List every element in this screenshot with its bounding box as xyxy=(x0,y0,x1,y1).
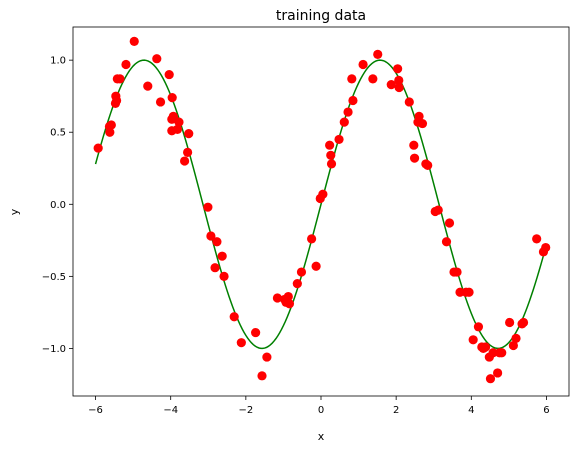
scatter-point xyxy=(183,147,193,157)
scatter-point xyxy=(358,59,368,70)
scatter-point xyxy=(212,237,222,247)
plot-area xyxy=(93,36,551,384)
scatter-point xyxy=(541,242,551,253)
scatter-point xyxy=(409,153,420,163)
scatter-point xyxy=(121,59,131,70)
scatter-point xyxy=(508,340,518,351)
scatter-point xyxy=(210,263,220,273)
x-tick-label: 0 xyxy=(318,405,324,416)
y-tick-label: −1.0 xyxy=(42,344,66,355)
scatter-point xyxy=(174,117,184,127)
scatter-point xyxy=(468,335,478,345)
scatter-point xyxy=(373,49,383,59)
scatter-point xyxy=(339,117,349,127)
scatter-point xyxy=(497,348,507,358)
scatter-point xyxy=(143,81,153,91)
scatter-point xyxy=(155,97,166,107)
x-tick-label: −6 xyxy=(88,405,103,416)
scatter-point xyxy=(219,271,229,281)
scatter-point xyxy=(93,143,103,153)
scatter-point xyxy=(229,312,239,322)
chart-title: training data xyxy=(276,8,366,24)
scatter-point xyxy=(347,74,357,84)
scatter-point xyxy=(283,291,293,302)
scatter-point xyxy=(423,160,433,170)
scatter-point xyxy=(414,111,424,121)
x-tick-label: 6 xyxy=(543,405,549,416)
scatter-point xyxy=(326,150,336,160)
scatter-point xyxy=(433,205,443,215)
scatter-point xyxy=(441,237,452,247)
scatter-point xyxy=(404,97,414,107)
scatter-point xyxy=(393,64,403,74)
x-axis-label: x xyxy=(318,430,325,443)
scatter-point xyxy=(409,140,419,150)
x-tick-label: 4 xyxy=(468,405,474,416)
scatter-point xyxy=(318,189,328,199)
y-tick-label: 0.5 xyxy=(50,128,66,139)
scatter-point xyxy=(343,107,353,117)
scatter-point xyxy=(106,120,116,130)
scatter-point xyxy=(105,127,115,137)
scatter-point xyxy=(493,368,503,378)
scatter-point xyxy=(394,75,404,85)
scatter-point xyxy=(532,234,542,244)
scatter-point xyxy=(164,69,174,80)
x-tick-label: −2 xyxy=(238,405,253,416)
x-axis: −6 −4 −2 0 2 4 6 xyxy=(88,396,550,416)
scatter-point xyxy=(167,93,177,103)
scatter-point xyxy=(284,299,295,309)
scatter-point xyxy=(296,267,307,277)
scatter-point xyxy=(272,293,283,303)
scatter-point xyxy=(325,140,335,150)
scatter-point xyxy=(485,374,496,384)
scatter-point xyxy=(184,129,194,139)
scatter-point xyxy=(473,322,484,332)
scatter-point xyxy=(334,134,344,145)
scatter-point xyxy=(129,36,139,47)
scatter-point xyxy=(172,124,183,134)
scatter-point xyxy=(292,278,302,289)
scatter-point xyxy=(386,80,396,90)
scatter-point xyxy=(452,267,462,277)
scatter-point xyxy=(311,261,321,271)
x-tick-label: −4 xyxy=(163,405,178,416)
scatter-point xyxy=(480,342,491,352)
scatter-point xyxy=(326,159,337,169)
scatter-point xyxy=(348,95,358,106)
x-tick-label: 2 xyxy=(393,405,399,416)
scatter-point xyxy=(444,218,455,228)
y-axis-label: y xyxy=(8,208,21,215)
scatter-point xyxy=(518,317,529,328)
y-tick-label: 0.0 xyxy=(50,200,66,211)
scatter-point xyxy=(236,338,246,348)
scatter-point xyxy=(417,118,428,129)
scatter-point xyxy=(488,348,498,358)
scatter-point xyxy=(262,352,272,362)
scatter-point xyxy=(115,74,125,84)
scatter-point xyxy=(180,156,190,166)
scatter-point xyxy=(368,74,378,84)
scatter-point xyxy=(307,234,317,244)
y-axis: −1.0 −0.5 0.0 0.5 1.0 xyxy=(42,56,73,355)
scatter-point xyxy=(251,327,261,338)
scatter-point xyxy=(111,95,122,106)
scatter-point xyxy=(464,287,474,297)
scatter-point xyxy=(394,82,404,93)
y-tick-label: 1.0 xyxy=(50,56,66,67)
scatter-point xyxy=(206,231,216,241)
scatter-point xyxy=(152,54,162,64)
scatter-point xyxy=(203,202,213,212)
scatter-point xyxy=(217,251,227,261)
y-tick-label: −0.5 xyxy=(42,272,66,283)
scatter-point xyxy=(505,317,515,328)
scatter-point xyxy=(511,333,521,343)
scatter-point xyxy=(257,371,267,381)
